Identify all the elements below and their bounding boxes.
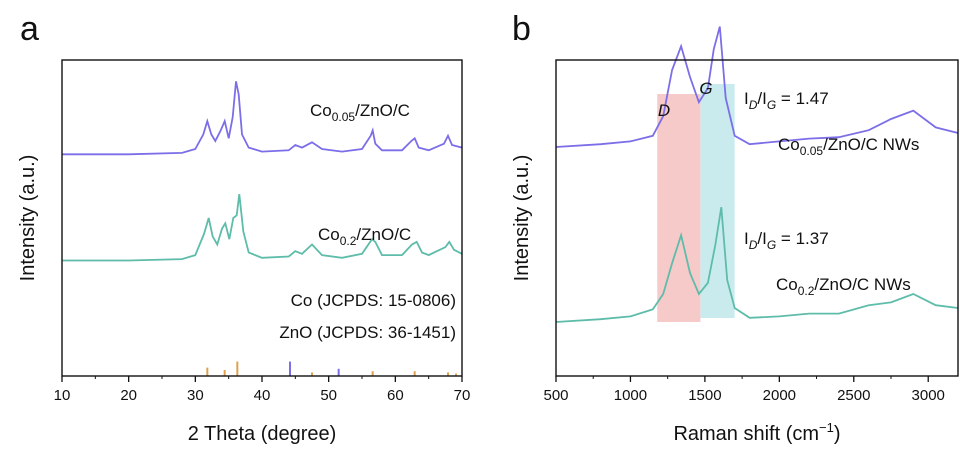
panel-letter-b: b bbox=[512, 10, 531, 48]
band-label-d: D bbox=[658, 101, 670, 120]
series-label-co02-nws: Co0.2/ZnO/C NWs bbox=[776, 275, 911, 298]
xrd-x-axis-title: 2 Theta (degree) bbox=[188, 423, 337, 445]
raman-x-tick-label: 500 bbox=[543, 387, 568, 404]
xrd-x-tick-label: 30 bbox=[187, 387, 204, 404]
xrd-chart: 10 20 30 40 50 60 70 2 Theta (degree) Intensit… bbox=[17, 59, 471, 445]
raman-series-line-1 bbox=[555, 207, 959, 323]
raman-x-tick-label: 2500 bbox=[837, 387, 870, 404]
reference-label-zno: ZnO (JCPDS: 36-1451) bbox=[279, 323, 456, 342]
xrd-series-line-0 bbox=[62, 81, 463, 156]
raman-x-tick-label: 2000 bbox=[763, 387, 796, 404]
raman-plot-area bbox=[555, 26, 959, 323]
raman-x-tick-label: 1000 bbox=[614, 387, 647, 404]
raman-x-tick-label: 1500 bbox=[688, 387, 721, 404]
xrd-x-tick-label: 10 bbox=[54, 387, 71, 404]
raman-chart: 500 1000 1500 2000 2500 3000 Raman shift (cm−… bbox=[511, 26, 959, 445]
raman-y-axis-title: Intensity (a.u.) bbox=[511, 155, 533, 282]
reference-label-co: Co (JCPDS: 15-0806) bbox=[291, 291, 456, 310]
raman-plot-frame bbox=[555, 59, 959, 377]
ratio-label-co005: ID/IG = 1.47 bbox=[744, 89, 829, 112]
xrd-x-tick-label: 60 bbox=[387, 387, 404, 404]
panel-letter-a: a bbox=[20, 10, 39, 48]
raman-x-axis: 500 1000 1500 2000 2500 3000 bbox=[543, 376, 945, 404]
xrd-x-tick-label: 40 bbox=[254, 387, 271, 404]
raman-x-axis-title: Raman shift (cm−1) bbox=[673, 420, 840, 445]
ratio-label-co02: ID/IG = 1.37 bbox=[744, 229, 829, 252]
xrd-x-tick-label: 20 bbox=[120, 387, 137, 404]
xrd-x-tick-label: 70 bbox=[454, 387, 471, 404]
raman-series-line-0 bbox=[555, 26, 959, 148]
raman-band-regions bbox=[657, 84, 735, 322]
band-label-g: G bbox=[699, 79, 712, 98]
raman-x-tick-label: 3000 bbox=[912, 387, 945, 404]
xrd-series-line-1 bbox=[62, 193, 463, 262]
band-region-g bbox=[700, 84, 735, 318]
xrd-y-axis-title: Intensity (a.u.) bbox=[17, 155, 39, 282]
series-label-co005: Co0.05/ZnO/C bbox=[310, 101, 410, 124]
xrd-x-axis: 10 20 30 40 50 60 70 bbox=[54, 376, 471, 404]
series-label-co02: Co0.2/ZnO/C bbox=[318, 225, 411, 248]
xrd-x-tick-label: 50 bbox=[320, 387, 337, 404]
series-label-co005-nws: Co0.05/ZnO/C NWs bbox=[778, 135, 919, 158]
band-region-d bbox=[657, 94, 701, 322]
